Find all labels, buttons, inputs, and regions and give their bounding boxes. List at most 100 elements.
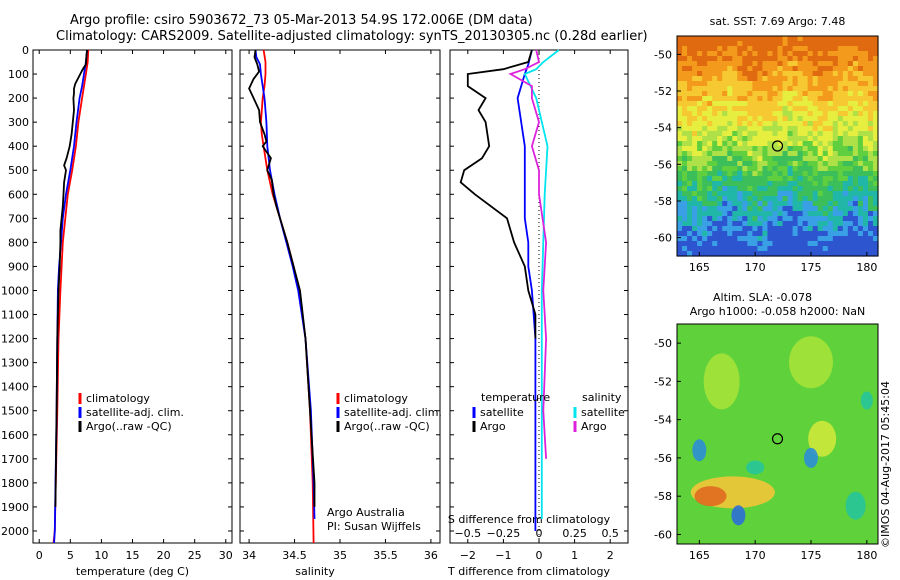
sst-cell	[742, 171, 748, 177]
sst-cell	[792, 106, 799, 112]
sst-cell	[722, 106, 728, 112]
sst-cell	[712, 111, 718, 117]
sst-cell	[827, 81, 834, 87]
sst-cell	[807, 116, 814, 122]
sst-cell	[687, 126, 693, 132]
sst-cell	[862, 156, 869, 162]
sst-cell	[867, 226, 874, 232]
sst-cell	[822, 226, 829, 232]
sst-cell	[697, 146, 703, 152]
sst-cell	[842, 136, 849, 142]
y-tick-label: -58	[654, 195, 672, 208]
sst-cell	[837, 211, 844, 217]
sst-cell	[727, 126, 733, 132]
sst-cell	[702, 216, 708, 222]
sst-cell	[782, 246, 789, 252]
sst-cell	[862, 116, 869, 122]
sst-cell	[677, 56, 683, 62]
sst-cell	[767, 176, 774, 182]
y-tick-label: 2000	[1, 525, 29, 538]
sst-cell	[772, 76, 779, 82]
sst-cell	[777, 96, 784, 102]
x-tick-label: 175	[801, 549, 822, 562]
sst-cell	[727, 81, 733, 87]
sst-cell	[807, 96, 814, 102]
sst-cell	[822, 91, 829, 97]
x-tick-label: 0	[36, 549, 43, 562]
sst-cell	[727, 71, 733, 77]
sst-cell	[677, 111, 683, 117]
sst-cell	[832, 46, 839, 52]
sst-cell	[837, 126, 844, 132]
sst-cell	[862, 106, 869, 112]
sst-cell	[702, 61, 708, 67]
sst-cell	[807, 66, 814, 72]
sst-cell	[727, 216, 733, 222]
sst-cell	[767, 136, 774, 142]
sst-cell	[702, 46, 708, 52]
sst-cell	[772, 106, 779, 112]
sst-cell	[717, 61, 723, 67]
y-tick-label: -50	[654, 337, 672, 350]
sst-cell	[682, 171, 688, 177]
sst-cell	[717, 41, 723, 47]
sst-cell	[787, 241, 794, 247]
sst-cell	[762, 161, 769, 167]
sst-cell	[867, 61, 874, 67]
sst-cell	[737, 181, 743, 187]
sst-cell	[707, 191, 713, 197]
sst-cell	[677, 241, 683, 247]
sst-cell	[722, 136, 728, 142]
sst-cell	[692, 51, 698, 57]
sst-cell	[717, 141, 723, 147]
sst-cell	[732, 146, 738, 152]
sst-cell	[787, 151, 794, 157]
sst-cell	[762, 136, 769, 142]
sst-cell	[827, 216, 834, 222]
sla-anomaly	[860, 391, 873, 410]
sst-cell	[767, 36, 774, 42]
sst-cell	[862, 96, 869, 102]
sst-cell	[692, 196, 698, 202]
sst-cell	[777, 46, 784, 52]
sst-cell	[797, 211, 804, 217]
sst-cell	[782, 251, 789, 257]
sst-cell	[862, 71, 869, 77]
sst-cell	[702, 251, 708, 257]
sst-cell	[802, 181, 809, 187]
sla-anomaly	[703, 353, 740, 410]
sst-cell	[832, 101, 839, 107]
sst-cell	[797, 141, 804, 147]
sst-cell	[687, 236, 693, 242]
sst-cell	[762, 66, 769, 72]
sst-cell	[817, 196, 824, 202]
sst-cell	[837, 231, 844, 237]
sst-cell	[737, 171, 743, 177]
sla-anomaly	[845, 491, 866, 520]
sst-cell	[822, 161, 829, 167]
sst-cell	[767, 61, 774, 67]
sst-cell	[862, 176, 869, 182]
sst-cell	[782, 136, 789, 142]
sst-cell	[747, 211, 753, 217]
sst-cell	[762, 131, 769, 137]
sst-cell	[832, 181, 839, 187]
sst-cell	[707, 136, 713, 142]
sst-cell	[857, 221, 864, 227]
sst-cell	[682, 131, 688, 137]
sst-cell	[682, 81, 688, 87]
sst-cell	[767, 226, 774, 232]
sst-cell	[792, 126, 799, 132]
sst-cell	[807, 221, 814, 227]
sst-cell	[817, 56, 824, 62]
sst-cell	[792, 81, 799, 87]
sst-cell	[802, 146, 809, 152]
sst-cell	[862, 186, 869, 192]
sst-cell	[687, 251, 693, 257]
sst-cell	[762, 71, 769, 77]
sst-cell	[727, 111, 733, 117]
sst-cell	[792, 121, 799, 127]
sst-cell	[867, 96, 874, 102]
sst-cell	[717, 76, 723, 82]
sst-cell	[697, 81, 703, 87]
